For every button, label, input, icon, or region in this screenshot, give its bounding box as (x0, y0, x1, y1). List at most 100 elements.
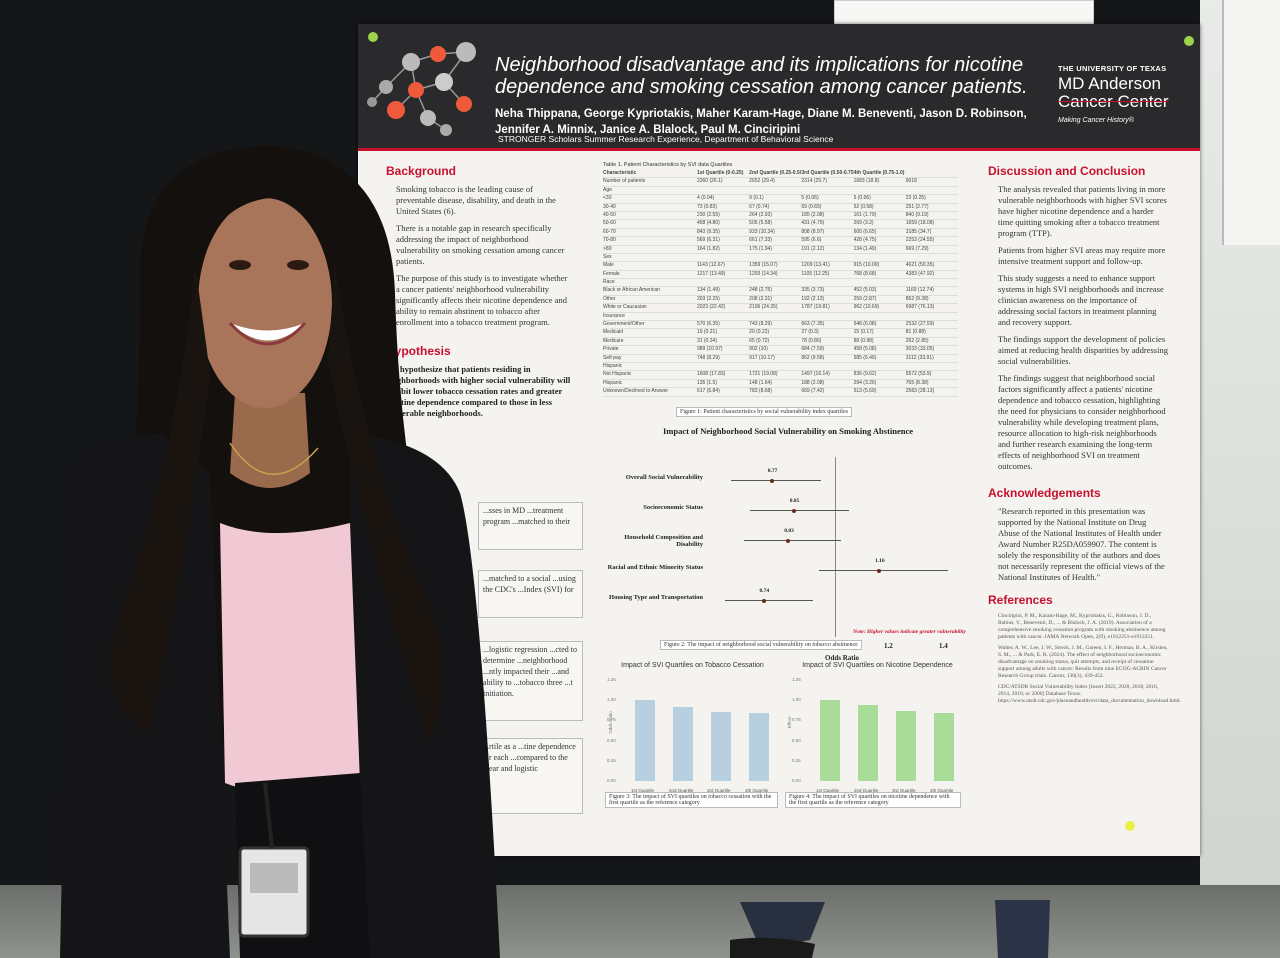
table-cell: 4621 (50.35) (905, 262, 935, 269)
forest-plot: Impact of Neighborhood Social Vulnerabil… (603, 422, 973, 662)
table-header-cell (906, 170, 958, 177)
table-cell: 548 (6.08) (853, 321, 877, 328)
table-cell (854, 279, 906, 286)
table-cell: >80 (603, 245, 612, 252)
table-cell: 684 (7.59) (801, 346, 825, 353)
figure1-caption: Figure 1: Patient characteristics by soc… (676, 407, 852, 417)
table-cell: 269 (3.2) (853, 220, 874, 227)
table-cell: 843 (9.35) (696, 228, 720, 235)
table-cell: 192 (2.13) (801, 295, 825, 302)
table-row: >80 164 (1.82) 175 (1.94) 191 (2.12) 134 (1.… (603, 246, 958, 254)
table-cell: Black or African American (603, 287, 660, 294)
y-tick-label: 1.00 (792, 697, 801, 703)
table-header-row: Characteristic 1st Quartile (0-0.25) 2nd Q… (603, 170, 958, 179)
table-cell: 52 (0.58) (853, 203, 874, 210)
table-cell: 808 (8.97) (801, 228, 825, 235)
table-cell: Insurance (603, 312, 625, 319)
table-cell: 1359 (15.07) (749, 262, 778, 269)
discussion-bullet: The findings support the development of … (998, 334, 1168, 366)
table-row: 60-70 843 (9.35) 933 (10.34) 808 (8.97) 600 … (603, 228, 958, 238)
table-cell: 3185 (34.7) (905, 228, 932, 235)
table-cell: 73 (0.83) (696, 203, 717, 210)
table-row: 40-50 230 (2.55) 264 (2.93) 185 (2.08) 161 (… (603, 211, 958, 221)
table-cell: 59 (0.65) (801, 203, 822, 210)
sticker-icon (1125, 821, 1135, 831)
x-tick-label: 2nd Quartile (669, 788, 694, 793)
table-cell: 661 (7.33) (749, 237, 772, 244)
table-cell: 40-50 (603, 211, 616, 218)
table-cell (854, 363, 906, 370)
table-cell (906, 187, 958, 194)
table-cell: 617 (6.84) (696, 388, 720, 395)
table-cell: 135 (1.5) (696, 379, 717, 386)
passerby-legs (730, 900, 1050, 958)
forest-title: Impact of Neighborhood Social Vulnerabil… (662, 426, 914, 436)
table-cell (854, 313, 906, 320)
cessation-bar-chart: Impact of SVI Quartiles on Tobacco Cessa… (605, 662, 780, 797)
forest-row-label: Racial and Ethnic Minority Status (607, 564, 703, 571)
table-cell: 2532 (27.59) (905, 321, 935, 328)
table-cell: Age (603, 186, 612, 193)
table-cell: 78 (0.86) (801, 337, 822, 344)
table-cell: 663 (7.35) (801, 321, 825, 328)
table-row: Other 203 (2.25) 208 (2.31) 192 (2.13) 259 (… (603, 295, 958, 305)
table-cell (906, 363, 958, 370)
hypothesis-heading: Hypothesis (386, 344, 451, 358)
table-cell: 2023 (22.42) (696, 304, 726, 311)
table-cell: 452 (5.03) (853, 287, 877, 294)
table-cell: 1683 (18.8) (853, 178, 880, 185)
discussion-bullet: The analysis revealed that patients livi… (998, 184, 1167, 238)
confidence-interval-line (730, 480, 822, 481)
x-tick-label: 4th Quartile (745, 788, 769, 793)
table-cell: 19 (0.21) (696, 329, 717, 336)
table-row: Black or African American 134 (1.49) 248 (… (603, 287, 958, 296)
methods-box: ...sses in MD ...treatment program ...ma… (478, 502, 583, 550)
methods-box: ...rtile as a ...tine dependence ...r ea… (478, 738, 583, 814)
table-cell: Hispanic (603, 379, 623, 386)
y-tick-label: 0.00 (792, 778, 801, 783)
table-cell: 743 (8.29) (749, 321, 772, 328)
methods-box: ...logistic regression ...cted to determ… (478, 641, 583, 721)
table-cell (854, 254, 906, 261)
x-tick-label: 1st Quartile (816, 788, 840, 793)
methods-box: ...matched to a social ...using the CDC'… (478, 570, 583, 618)
table-cell: 458 (5.08) (853, 346, 877, 353)
table-cell: <30 (603, 195, 612, 202)
table-cell: 259 (2.87) (853, 295, 877, 302)
table-cell: Female (603, 270, 620, 277)
table-cell: 134 (1.49) (853, 245, 877, 252)
table-cell: 134 (1.49) (696, 287, 720, 294)
odds-ratio-point (786, 538, 791, 543)
table-row: 70-80 569 (6.31) 661 (7.33) 595 (6.6) 428 (4… (603, 237, 958, 246)
y-tick-label: 1.25 (607, 677, 616, 682)
table-cell: 428 (4.75) (853, 237, 877, 244)
table-row: White or Caucasian 2023 (22.42) 2196 (24.3… (603, 304, 958, 313)
table-row: Age (603, 186, 958, 196)
logo-name-line1: MD Anderson (1058, 74, 1161, 93)
table-cell: 1143 (12.67) (696, 262, 725, 269)
references-heading: References (988, 593, 1053, 607)
y-tick-label: 1.25 (792, 677, 801, 682)
table-cell: 595 (6.6) (801, 237, 822, 244)
y-tick-label: 0.25 (792, 757, 801, 763)
table-cell: 5 (0.06) (801, 195, 819, 202)
research-poster: Neighborhood disadvantage and its implic… (358, 24, 1200, 856)
bar (749, 713, 769, 781)
table-cell (697, 313, 749, 320)
molecule-graphic-icon (367, 42, 476, 136)
table-cell: 962 (10.69) (853, 304, 880, 311)
bar (673, 706, 693, 781)
table-cell: 148 (1.64) (749, 379, 772, 386)
table-cell: Medicaid (603, 329, 624, 336)
discussion-bullet: The findings suggest that neighborhood s… (998, 373, 1166, 471)
header-divider (358, 148, 1200, 151)
table-row: Hispanic 135 (1.5) 148 (1.64) 188 (2.08) 294… (603, 379, 958, 389)
table-cell: 669 (7.29) (905, 245, 929, 252)
table-cell (801, 254, 853, 261)
table-cell: 203 (2.25) (696, 295, 720, 302)
odds-ratio-label: 0.77 (767, 468, 778, 474)
bar (934, 713, 954, 781)
table-cell (906, 254, 958, 261)
table-cell: 23 (0.25) (905, 195, 926, 202)
table-cell: 585 (6.49) (853, 354, 877, 361)
